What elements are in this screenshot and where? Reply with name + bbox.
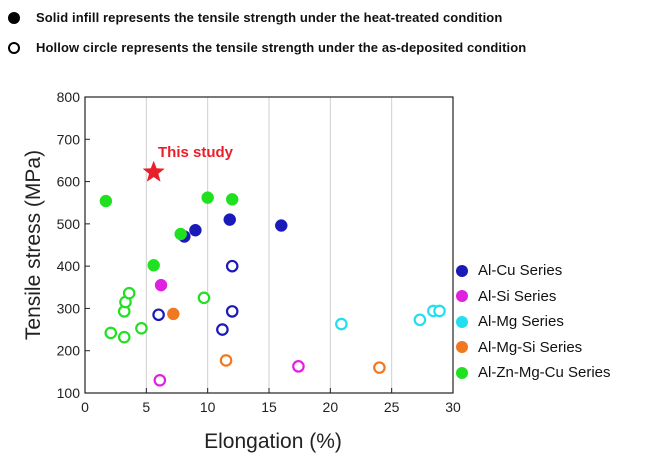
hollow-point xyxy=(225,305,239,318)
x-tick-label: 0 xyxy=(81,399,89,415)
note-solid-text: Solid infill represents the tensile stre… xyxy=(36,10,503,25)
legend-item: Al-Si Series xyxy=(456,284,611,310)
y-tick-label: 700 xyxy=(57,131,81,147)
y-axis-label: Tensile stress (MPa) xyxy=(22,150,45,340)
note-hollow: Hollow circle represents the tensile str… xyxy=(8,40,526,55)
y-tick-label: 800 xyxy=(57,89,81,105)
filled-point xyxy=(223,213,236,226)
filled-point xyxy=(225,193,239,206)
hollow-point xyxy=(225,259,239,273)
y-tick-label: 500 xyxy=(57,216,81,232)
hollow-marker-icon xyxy=(8,41,20,54)
legend-dot-icon xyxy=(456,315,468,328)
filled-point xyxy=(174,227,187,241)
legend-item: Al-Mg-Si Series xyxy=(456,335,611,361)
legend-label: Al-Zn-Mg-Cu Series xyxy=(478,364,611,382)
legend-label: Al-Mg Series xyxy=(478,313,564,331)
filled-point xyxy=(147,259,160,272)
legend-item: Al-Zn-Mg-Cu Series xyxy=(456,360,611,386)
filled-point xyxy=(201,191,214,204)
hollow-point xyxy=(413,313,427,327)
highlight-label: This study xyxy=(158,144,234,161)
filled-point xyxy=(189,223,202,237)
x-tick-label: 30 xyxy=(445,399,461,415)
filled-point xyxy=(167,307,180,321)
hollow-point xyxy=(152,308,165,322)
filled-point xyxy=(99,194,113,208)
note-solid: Solid infill represents the tensile stre… xyxy=(8,10,502,25)
this-study-star-icon xyxy=(142,160,165,182)
x-axis-label: Elongation (%) xyxy=(204,430,342,453)
x-tick-label: 20 xyxy=(323,399,339,415)
hollow-point xyxy=(153,374,167,387)
filled-point xyxy=(275,219,288,232)
hollow-point xyxy=(219,354,233,367)
y-tick-label: 400 xyxy=(57,258,81,274)
legend-dot-icon xyxy=(456,366,468,379)
note-hollow-text: Hollow circle represents the tensile str… xyxy=(36,40,527,55)
legend-dot-icon xyxy=(456,290,468,303)
hollow-point xyxy=(104,326,118,340)
y-tick-label: 600 xyxy=(57,174,81,190)
y-tick-label: 300 xyxy=(57,300,81,316)
y-tick-label: 100 xyxy=(57,385,81,401)
x-tick-label: 5 xyxy=(142,399,150,415)
legend-label: Al-Si Series xyxy=(478,287,557,305)
legend-dot-icon xyxy=(456,264,468,277)
solid-marker-icon xyxy=(8,11,20,24)
hollow-point xyxy=(117,330,131,344)
hollow-point xyxy=(135,322,148,335)
hollow-point xyxy=(122,286,136,300)
x-tick-label: 25 xyxy=(384,399,400,415)
legend-label: Al-Cu Series xyxy=(478,262,563,280)
hollow-point xyxy=(216,323,229,336)
x-tick-label: 10 xyxy=(200,399,216,415)
legend-label: Al-Mg-Si Series xyxy=(478,338,583,356)
hollow-point xyxy=(433,304,446,318)
legend-dot-icon xyxy=(456,341,468,354)
y-tick-label: 200 xyxy=(57,343,81,359)
legend-item: Al-Cu Series xyxy=(456,258,611,284)
hollow-point xyxy=(373,361,386,374)
hollow-point xyxy=(197,291,211,305)
legend: Al-Cu Series Al-Si Series Al-Mg Series Al-M… xyxy=(456,258,611,386)
hollow-point xyxy=(292,360,305,373)
hollow-point xyxy=(335,317,348,331)
legend-item: Al-Mg Series xyxy=(456,309,611,335)
x-tick-label: 15 xyxy=(261,399,277,415)
filled-point xyxy=(154,278,168,292)
